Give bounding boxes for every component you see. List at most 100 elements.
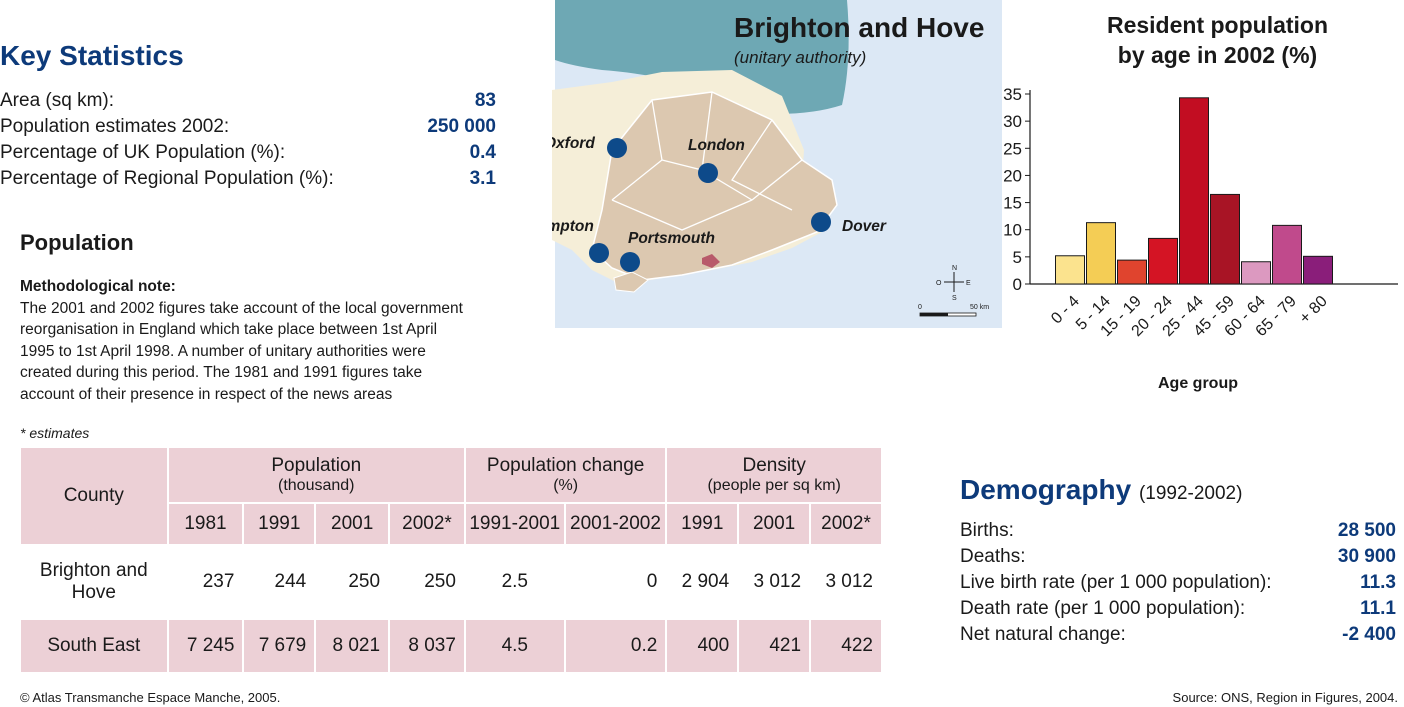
bar — [1148, 237, 1178, 285]
brighton-highlight — [702, 254, 720, 268]
demography-label: Death rate (per 1 000 population): — [960, 598, 1246, 619]
demography-row: Births: 28 500 — [960, 520, 1396, 542]
chart-title: Resident population by age in 2002 (%) — [1106, 12, 1329, 68]
table-cell: 3 012 — [809, 544, 883, 620]
population-table: County Population (thousand) Population c… — [19, 446, 883, 674]
demography-label: Births: — [960, 520, 1014, 541]
table-cell: 244 — [242, 544, 317, 620]
city-marker — [811, 212, 831, 232]
table-cell: 0.2 — [563, 618, 668, 674]
population-header: Population (thousand) — [166, 446, 466, 504]
y-tick-label: 35 — [1003, 85, 1022, 104]
key-stat-value: 250 000 — [427, 116, 496, 137]
city-label-southampton: Southampton — [552, 218, 594, 235]
city-marker — [589, 243, 609, 263]
table-cell: 250 — [388, 544, 466, 620]
county-cell: South East — [19, 618, 169, 674]
table-cell: 2.5 — [463, 544, 566, 620]
table-cell: 250 — [314, 544, 391, 620]
demography-row: Net natural change: -2 400 — [960, 624, 1396, 646]
map-france — [555, 0, 849, 114]
demography-value: 30 900 — [1337, 546, 1396, 567]
bar — [1086, 222, 1116, 285]
map-title: Brighton and Hove — [734, 12, 984, 43]
x-axis-label: Age group — [1158, 375, 1238, 392]
key-statistics-title: Key Statistics — [0, 40, 184, 71]
city-label-london: London — [688, 137, 745, 154]
population-change-header: Population change (%) — [463, 446, 668, 504]
population-title: Population — [20, 230, 134, 255]
note-heading: Methodological note: — [20, 278, 176, 295]
year-header: 1991 — [665, 502, 740, 546]
demography-value: 11.3 — [1360, 572, 1396, 593]
demography-title: Demography (1992-2002) — [960, 474, 1243, 505]
svg-text:0: 0 — [918, 304, 922, 311]
note-line: reorganisation in England which take pla… — [20, 321, 438, 338]
key-stat-row: Area (sq km): 83 — [0, 90, 496, 112]
demography-row: Deaths: 30 900 — [960, 546, 1396, 568]
demography-period: (1992-2002) — [1138, 483, 1243, 504]
city-label-dover: Dover — [842, 218, 887, 235]
table-row: South East 7 245 7 679 8 021 8 037 4.5 0… — [19, 618, 883, 674]
key-stat-row: Percentage of Regional Population (%): 3… — [0, 168, 496, 190]
county-header: County — [19, 446, 169, 546]
svg-text:O: O — [936, 280, 942, 287]
table-cell: 0 — [563, 544, 668, 620]
table-cell: 8 037 — [388, 618, 466, 674]
note-line: account of their presence in respect of … — [20, 385, 393, 403]
table-cell: 8 021 — [314, 618, 391, 674]
y-tick-label: 30 — [1003, 112, 1022, 131]
demography-row: Death rate (per 1 000 population): 11.1 — [960, 598, 1396, 620]
table-cell: 422 — [809, 618, 883, 674]
year-header: 2002* — [388, 502, 466, 546]
bar — [1303, 255, 1333, 285]
svg-text:E: E — [966, 280, 971, 287]
scale-bar: 0 50 km — [918, 304, 989, 317]
bar — [1272, 224, 1302, 285]
note-line: The 2001 and 2002 figures take account o… — [20, 299, 463, 317]
city-marker — [607, 138, 627, 158]
key-stat-label: Percentage of Regional Population (%): — [0, 168, 334, 189]
year-header: 2001 — [737, 502, 812, 546]
x-tick-label: + 80 — [1296, 293, 1330, 327]
bar — [1179, 97, 1209, 285]
y-tick-label: 5 — [1013, 248, 1022, 267]
note-line: created during this period. The 1981 and… — [20, 364, 423, 381]
key-stat-value: 83 — [474, 90, 496, 111]
city-marker — [698, 163, 718, 183]
svg-text:N: N — [952, 265, 957, 272]
demography-value: 11.1 — [1360, 598, 1396, 619]
copyright: © Atlas Transmanche Espace Manche, 2005. — [20, 690, 281, 705]
key-stat-row: Population estimates 2002: 250 000 — [0, 116, 496, 138]
demography-row: Live birth rate (per 1 000 population): … — [960, 572, 1396, 594]
bar — [1241, 261, 1271, 285]
table-cell: 7 245 — [166, 618, 245, 674]
key-stat-row: Percentage of UK Population (%): 0.4 — [0, 142, 496, 164]
key-stat-value: 3.1 — [469, 168, 496, 189]
table-cell: 421 — [737, 618, 812, 674]
bar — [1055, 255, 1085, 285]
table-cell: 3 012 — [737, 544, 812, 620]
svg-text:50 km: 50 km — [970, 304, 989, 311]
svg-text:S: S — [952, 295, 957, 302]
city-label-oxford: Oxford — [552, 135, 595, 152]
demography-label: Live birth rate (per 1 000 population): — [960, 572, 1272, 593]
table-cell: 400 — [665, 618, 740, 674]
region-map: Brighton and Hove (unitary authority) Ox… — [552, 0, 1002, 328]
key-stat-label: Percentage of UK Population (%): — [0, 142, 286, 163]
table-cell: 2 904 — [665, 544, 740, 620]
year-header: 2002* — [809, 502, 883, 546]
estimates-note: * estimates — [20, 425, 90, 441]
year-header: 2001 — [314, 502, 391, 546]
y-tick-label: 25 — [1003, 139, 1022, 158]
city-marker — [620, 252, 640, 272]
key-stat-label: Area (sq km): — [0, 90, 115, 111]
bar — [1117, 259, 1147, 285]
methodological-note: Methodological note: The 2001 and 2002 f… — [20, 276, 520, 405]
demography-value: 28 500 — [1337, 520, 1396, 541]
key-stat-value: 0.4 — [469, 142, 496, 163]
year-header: 1991 — [242, 502, 317, 546]
year-header: 1981 — [166, 502, 245, 546]
year-header: 1991-2001 — [463, 502, 566, 546]
